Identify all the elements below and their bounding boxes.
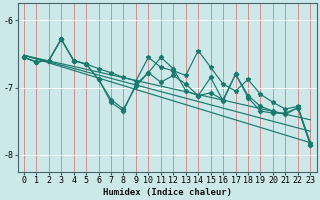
X-axis label: Humidex (Indice chaleur): Humidex (Indice chaleur) [103, 188, 232, 197]
